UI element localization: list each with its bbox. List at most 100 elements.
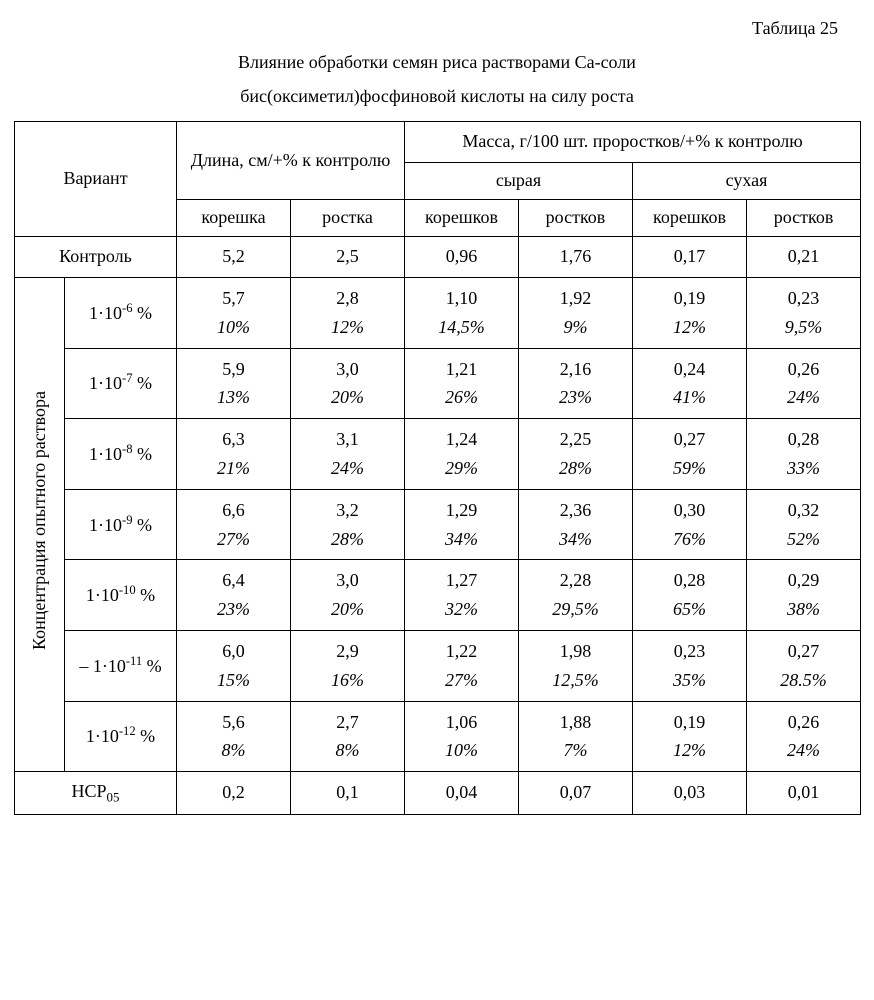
percent: 32% <box>409 595 514 624</box>
control-label: Контроль <box>15 237 177 278</box>
data-cell: 1,2732% <box>405 560 519 631</box>
percent: 9% <box>523 313 628 342</box>
data-cell: 0,2441% <box>633 348 747 419</box>
value: 2,8 <box>295 284 400 313</box>
value: 1,98 <box>523 637 628 666</box>
control-val-4: 0,17 <box>633 237 747 278</box>
value: 5,6 <box>181 708 286 737</box>
data-cell: 5,68% <box>177 701 291 772</box>
value: 0,27 <box>637 425 742 454</box>
hsr-val-2: 0,04 <box>405 772 519 815</box>
percent: 38% <box>751 595 856 624</box>
data-cell: 1,2227% <box>405 630 519 701</box>
hsr-val-3: 0,07 <box>519 772 633 815</box>
conc-label-3: 1·10-9 % <box>65 489 177 560</box>
percent: 26% <box>409 383 514 412</box>
control-val-0: 5,2 <box>177 237 291 278</box>
conc-label-6: 1·10-12 % <box>65 701 177 772</box>
conc-label-4: 1·10-10 % <box>65 560 177 631</box>
value: 3,2 <box>295 496 400 525</box>
percent: 23% <box>523 383 628 412</box>
percent: 23% <box>181 595 286 624</box>
value: 1,92 <box>523 284 628 313</box>
percent: 15% <box>181 666 286 695</box>
value: 1,22 <box>409 637 514 666</box>
row-control: Контроль5,22,50,961,760,170,21 <box>15 237 861 278</box>
data-cell: 0,2624% <box>747 348 861 419</box>
value: 3,1 <box>295 425 400 454</box>
percent: 65% <box>637 595 742 624</box>
percent: 28% <box>523 454 628 483</box>
percent: 16% <box>295 666 400 695</box>
percent: 59% <box>637 454 742 483</box>
data-table: Вариант Длина, см/+% к контролю Масса, г… <box>14 121 861 814</box>
table-number-label: Таблица 25 <box>14 18 838 39</box>
value: 0,28 <box>751 425 856 454</box>
data-cell: 1,887% <box>519 701 633 772</box>
hdr-variant: Вариант <box>15 122 177 237</box>
hsr-val-4: 0,03 <box>633 772 747 815</box>
value: 6,0 <box>181 637 286 666</box>
data-cell: 2,812% <box>291 277 405 348</box>
value: 5,7 <box>181 284 286 313</box>
value: 3,0 <box>295 566 400 595</box>
data-cell: 1,929% <box>519 277 633 348</box>
percent: 12% <box>637 313 742 342</box>
data-cell: 0,2865% <box>633 560 747 631</box>
percent: 28.5% <box>751 666 856 695</box>
percent: 12,5% <box>523 666 628 695</box>
percent: 10% <box>181 313 286 342</box>
data-cell: 3,124% <box>291 419 405 490</box>
value: 1,24 <box>409 425 514 454</box>
data-cell: 1,2934% <box>405 489 519 560</box>
percent: 41% <box>637 383 742 412</box>
percent: 9,5% <box>751 313 856 342</box>
percent: 24% <box>751 736 856 765</box>
percent: 27% <box>409 666 514 695</box>
row-conc-6: 1·10-12 %5,68%2,78%1,0610%1,887%0,1912%0… <box>15 701 861 772</box>
value: 2,9 <box>295 637 400 666</box>
percent: 21% <box>181 454 286 483</box>
data-cell: 0,2938% <box>747 560 861 631</box>
value: 1,21 <box>409 355 514 384</box>
data-cell: 0,3252% <box>747 489 861 560</box>
data-cell: 0,1912% <box>633 701 747 772</box>
hdr-roots-dry: корешков <box>633 200 747 237</box>
row-conc-2: 1·10-8 %6,321%3,124%1,2429%2,2528%0,2759… <box>15 419 861 490</box>
table-title: Влияние обработки семян риса растворами … <box>14 45 860 113</box>
hdr-sprout: ростка <box>291 200 405 237</box>
value: 6,6 <box>181 496 286 525</box>
value: 2,25 <box>523 425 628 454</box>
percent: 12% <box>637 736 742 765</box>
percent: 35% <box>637 666 742 695</box>
percent: 20% <box>295 595 400 624</box>
data-cell: 2,78% <box>291 701 405 772</box>
title-line-1: Влияние обработки семян риса растворами … <box>238 52 636 72</box>
hdr-sprouts-raw: ростков <box>519 200 633 237</box>
value: 1,06 <box>409 708 514 737</box>
value: 1,10 <box>409 284 514 313</box>
data-cell: 1,0610% <box>405 701 519 772</box>
data-cell: 0,2624% <box>747 701 861 772</box>
hsr-val-1: 0,1 <box>291 772 405 815</box>
data-cell: 1,2126% <box>405 348 519 419</box>
hsr-val-5: 0,01 <box>747 772 861 815</box>
value: 5,9 <box>181 355 286 384</box>
percent: 13% <box>181 383 286 412</box>
hdr-dry: сухая <box>633 163 861 200</box>
data-cell: 0,2335% <box>633 630 747 701</box>
value: 0,26 <box>751 355 856 384</box>
conc-label-2: 1·10-8 % <box>65 419 177 490</box>
hdr-mass: Масса, г/100 шт. проростков/+% к контрол… <box>405 122 861 163</box>
data-cell: 0,2728.5% <box>747 630 861 701</box>
percent: 76% <box>637 525 742 554</box>
data-cell: 5,710% <box>177 277 291 348</box>
data-cell: 6,423% <box>177 560 291 631</box>
data-cell: 2,2829,5% <box>519 560 633 631</box>
data-cell: 5,913% <box>177 348 291 419</box>
value: 2,28 <box>523 566 628 595</box>
value: 0,28 <box>637 566 742 595</box>
conc-group-label-text: Концентрация опытного раствора <box>26 385 54 656</box>
percent: 20% <box>295 383 400 412</box>
percent: 52% <box>751 525 856 554</box>
